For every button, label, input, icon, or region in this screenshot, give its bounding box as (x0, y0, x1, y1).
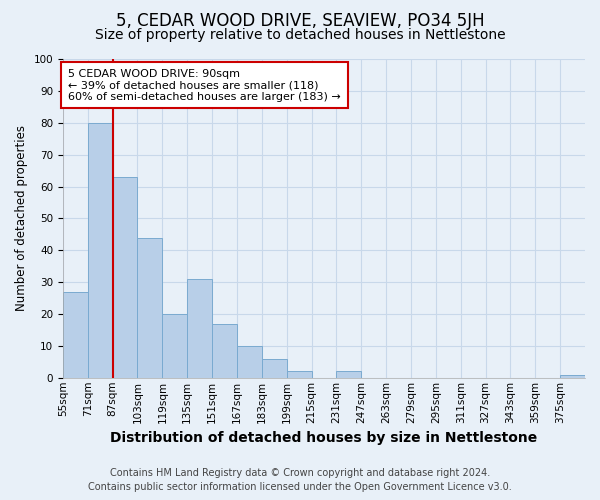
Text: Size of property relative to detached houses in Nettlestone: Size of property relative to detached ho… (95, 28, 505, 42)
Bar (337, 372, 361, 378)
Text: 5 CEDAR WOOD DRIVE: 90sqm
← 39% of detached houses are smaller (118)
60% of semi: 5 CEDAR WOOD DRIVE: 90sqm ← 39% of detac… (68, 68, 341, 102)
Bar (560, 374, 585, 378)
Text: Contains HM Land Registry data © Crown copyright and database right 2024.
Contai: Contains HM Land Registry data © Crown c… (88, 468, 512, 492)
Bar (237, 346, 262, 378)
Y-axis label: Number of detached properties: Number of detached properties (15, 126, 28, 312)
Bar (287, 372, 311, 378)
Bar (63, 292, 88, 378)
Bar (212, 324, 237, 378)
Bar (187, 279, 212, 378)
Bar (88, 123, 113, 378)
Bar (262, 358, 287, 378)
X-axis label: Distribution of detached houses by size in Nettlestone: Distribution of detached houses by size … (110, 431, 538, 445)
Bar (113, 177, 137, 378)
Bar (137, 238, 163, 378)
Text: 5, CEDAR WOOD DRIVE, SEAVIEW, PO34 5JH: 5, CEDAR WOOD DRIVE, SEAVIEW, PO34 5JH (116, 12, 484, 30)
Bar (163, 314, 187, 378)
